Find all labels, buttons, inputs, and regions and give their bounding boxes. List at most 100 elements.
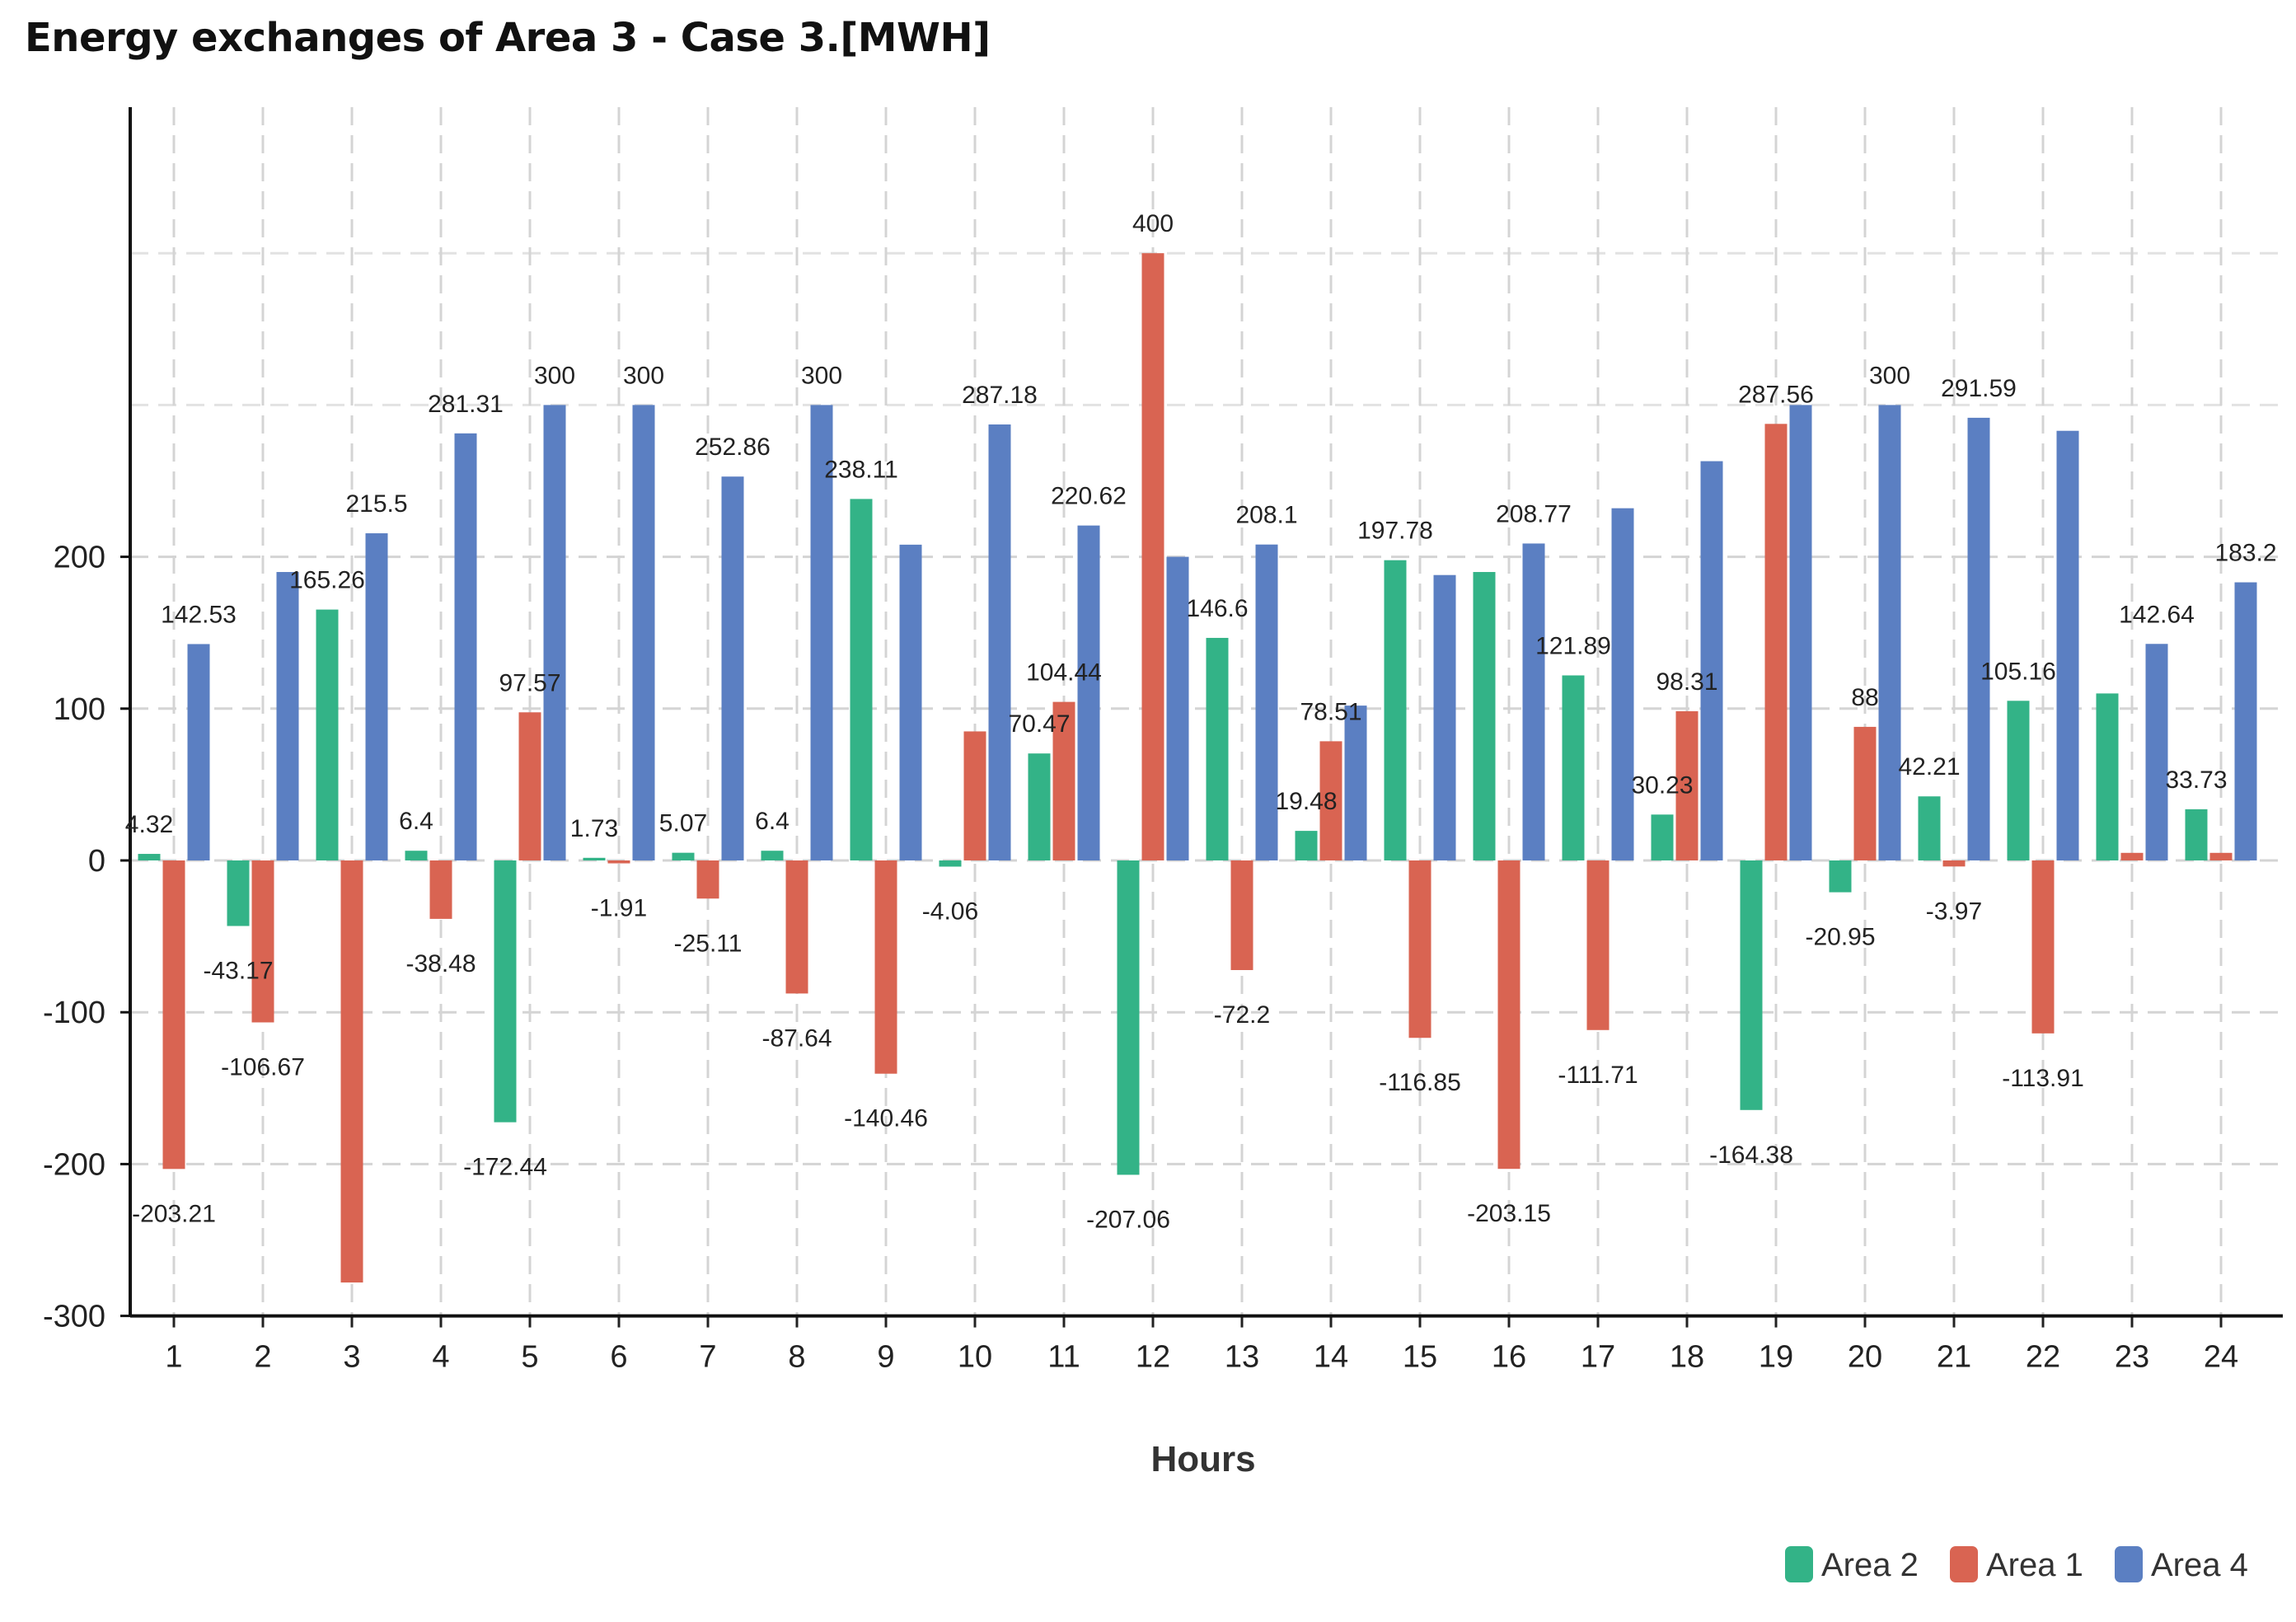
bar-area-4 <box>454 433 477 860</box>
data-label: 142.53 <box>161 601 237 628</box>
bar-area-2 <box>316 609 339 860</box>
data-label: -113.91 <box>2002 1065 2084 1092</box>
bar-area-1 <box>2031 860 2055 1034</box>
data-label: 146.6 <box>1186 595 1248 622</box>
x-tick-label: 3 <box>343 1340 360 1375</box>
bar-area-1 <box>1853 726 1877 860</box>
x-tick-label: 5 <box>521 1340 538 1375</box>
bar-area-2 <box>1740 860 1763 1110</box>
bar-area-2 <box>494 860 517 1123</box>
data-label: 19.48 <box>1275 788 1337 815</box>
data-label: 5.07 <box>659 810 707 837</box>
legend-swatch <box>2115 1546 2143 1582</box>
data-label: 287.18 <box>962 382 1038 409</box>
bar-groups <box>138 253 2257 1283</box>
bar-area-2 <box>1295 831 1318 860</box>
data-label: 70.47 <box>1008 710 1070 738</box>
chart-title: Energy exchanges of Area 3 - Case 3.[MWH… <box>25 15 991 61</box>
x-tick-label: 4 <box>432 1340 449 1375</box>
data-label: 121.89 <box>1535 632 1611 659</box>
bar-area-4 <box>1255 544 1278 860</box>
bar-area-4 <box>1700 461 1723 860</box>
bar-area-1 <box>162 860 185 1170</box>
data-label: 400 <box>1132 210 1174 237</box>
bar-area-4 <box>2234 582 2257 860</box>
bar-area-4 <box>276 572 299 860</box>
legend: Area 2 Area 1 Area 4 <box>1785 1546 2248 1583</box>
bar-area-2 <box>1117 860 1140 1175</box>
bar-area-1 <box>607 860 630 864</box>
bar-area-2 <box>1384 560 1407 860</box>
data-label: -87.64 <box>761 1024 832 1052</box>
legend-label: Area 4 <box>2151 1547 2248 1583</box>
x-tick-label: 1 <box>165 1340 182 1375</box>
y-tick-label: 0 <box>88 844 105 879</box>
bar-area-2 <box>761 851 784 860</box>
bar-area-1 <box>785 860 808 994</box>
data-label: -203.15 <box>1467 1200 1551 1227</box>
data-label: -140.46 <box>844 1105 928 1132</box>
legend-swatch <box>1785 1546 1813 1582</box>
data-label: -203.21 <box>132 1200 216 1227</box>
bar-area-4 <box>1166 556 1189 860</box>
x-tick-label: 16 <box>1492 1340 1526 1375</box>
bar-area-2 <box>1206 637 1229 860</box>
bar-area-4 <box>1967 417 1990 860</box>
legend-label: Area 1 <box>1986 1547 2083 1583</box>
x-tick-label: 2 <box>254 1340 271 1375</box>
x-tick-label: 10 <box>958 1340 992 1375</box>
data-label: 104.44 <box>1026 659 1102 687</box>
data-label: 97.57 <box>499 669 560 696</box>
bar-area-4 <box>899 544 922 860</box>
x-tick-label: 15 <box>1403 1340 1437 1375</box>
legend-swatch <box>1950 1546 1978 1582</box>
y-tick-label: -100 <box>43 996 105 1030</box>
data-label: 287.56 <box>1738 381 1814 408</box>
data-label: 142.64 <box>2119 601 2195 628</box>
bar-area-4 <box>1611 508 1634 860</box>
x-tick-label: 22 <box>2026 1340 2060 1375</box>
bar-area-4 <box>988 424 1011 860</box>
data-label: -43.17 <box>203 958 273 985</box>
data-label: -1.91 <box>591 895 647 922</box>
data-label: 33.73 <box>2165 766 2227 794</box>
data-label: 197.78 <box>1357 518 1433 545</box>
y-tick-label: -300 <box>43 1300 105 1334</box>
bar-area-1 <box>1675 710 1699 860</box>
bar-area-4 <box>1878 405 1901 860</box>
bar-area-2 <box>1829 860 1852 893</box>
bar-area-1 <box>340 860 363 1283</box>
x-tick-label: 12 <box>1136 1340 1170 1375</box>
data-label: 208.77 <box>1496 500 1572 527</box>
x-axis-title: Hours <box>1150 1439 1255 1479</box>
data-label: 300 <box>623 362 664 389</box>
data-label: -20.95 <box>1805 924 1875 951</box>
data-label: 165.26 <box>289 567 365 594</box>
x-tick-label: 6 <box>610 1340 627 1375</box>
x-tick-label: 21 <box>1937 1340 1971 1375</box>
data-label: 98.31 <box>1656 668 1717 696</box>
bar-area-2 <box>227 860 250 926</box>
bar-area-4 <box>721 476 744 860</box>
x-tick-label: 24 <box>2204 1340 2238 1375</box>
y-tick-label: -200 <box>43 1147 105 1182</box>
bar-area-1 <box>874 860 897 1074</box>
data-label: 183.2 <box>2214 540 2276 567</box>
bar-area-2 <box>583 857 606 860</box>
data-label: 42.21 <box>1898 753 1960 781</box>
x-tick-label: 17 <box>1581 1340 1615 1375</box>
x-tick-label: 20 <box>1848 1340 1882 1375</box>
bar-area-1 <box>251 860 274 1023</box>
bar-area-4 <box>2056 430 2079 860</box>
x-tick-label: 13 <box>1225 1340 1259 1375</box>
bar-area-1 <box>1586 860 1610 1030</box>
x-tick-label: 9 <box>877 1340 894 1375</box>
x-tick-label: 11 <box>1047 1340 1080 1375</box>
bar-area-2 <box>2007 701 2030 860</box>
bar-area-1 <box>1764 424 1788 860</box>
bar-area-4 <box>1433 574 1456 860</box>
x-tick-label: 7 <box>699 1340 716 1375</box>
bar-area-1 <box>1497 860 1521 1170</box>
bar-area-1 <box>1141 253 1164 860</box>
